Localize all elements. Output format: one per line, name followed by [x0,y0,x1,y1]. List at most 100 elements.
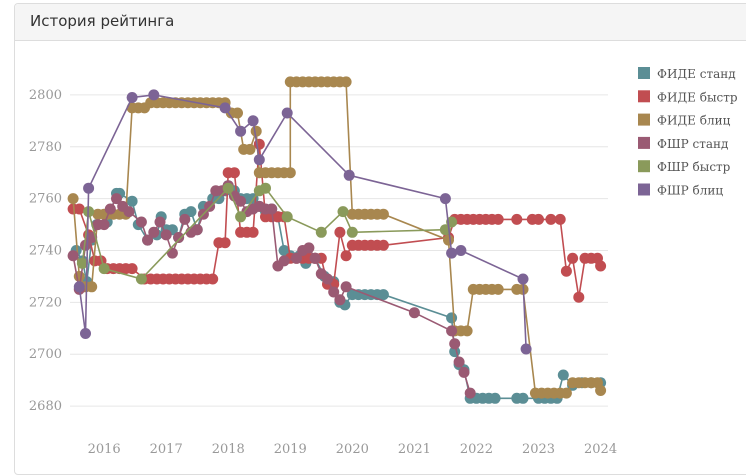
data-point[interactable] [235,125,247,137]
data-point[interactable] [492,283,504,295]
data-point[interactable] [148,226,160,238]
data-point[interactable] [126,92,138,103]
data-point[interactable] [557,369,569,381]
data-point[interactable] [340,281,352,293]
x-tick-label: 2024 [584,442,617,457]
data-point[interactable] [232,107,243,119]
data-point[interactable] [595,260,607,272]
data-point[interactable] [244,143,256,155]
data-point[interactable] [247,115,259,127]
data-point[interactable] [446,247,458,259]
data-point[interactable] [517,392,529,404]
data-point[interactable] [334,226,346,238]
data-point[interactable] [554,213,566,225]
data-point[interactable] [533,213,544,225]
data-point[interactable] [80,239,91,251]
data-point[interactable] [346,226,358,238]
data-point[interactable] [111,193,122,205]
data-point[interactable] [458,366,470,378]
data-point[interactable] [142,234,154,246]
data-point[interactable] [446,312,458,324]
data-point[interactable] [235,195,247,207]
data-point[interactable] [73,281,85,293]
series-5 [76,182,458,285]
data-point[interactable] [98,219,110,231]
data-point[interactable] [343,169,355,181]
data-point[interactable] [148,89,160,101]
data-point[interactable] [73,203,85,215]
data-point[interactable] [545,213,557,225]
data-point[interactable] [173,232,185,243]
y-tick-label: 2740 [29,243,62,258]
data-point[interactable] [126,195,138,207]
data-point[interactable] [250,125,262,137]
data-point[interactable] [179,213,191,225]
data-point[interactable] [154,216,166,228]
data-point[interactable] [446,325,458,337]
data-point[interactable] [517,273,529,285]
data-point[interactable] [126,263,138,275]
data-point[interactable] [464,387,476,399]
data-point[interactable] [281,107,293,119]
data-point[interactable] [489,392,501,404]
data-point[interactable] [166,247,178,259]
data-point[interactable] [377,289,389,301]
data-point[interactable] [520,343,532,355]
legend-swatch [638,90,650,103]
data-point[interactable] [443,234,454,246]
data-point[interactable] [281,211,293,223]
data-point[interactable] [340,76,352,88]
data-point[interactable] [453,356,465,368]
data-point[interactable] [135,273,147,285]
data-point[interactable] [303,242,315,254]
data-point[interactable] [511,213,523,225]
data-point[interactable] [135,216,147,228]
data-point[interactable] [83,182,95,194]
data-point[interactable] [219,237,231,249]
data-point[interactable] [86,281,98,293]
data-point[interactable] [315,226,327,238]
data-point[interactable] [340,250,352,262]
data-point[interactable] [67,193,79,205]
data-point[interactable] [284,167,296,179]
data-point[interactable] [228,167,240,179]
data-point[interactable] [219,102,231,114]
data-point[interactable] [492,213,504,225]
data-point[interactable] [123,206,135,218]
data-point[interactable] [260,182,271,194]
data-point[interactable] [222,182,234,194]
data-point[interactable] [185,206,197,218]
data-point[interactable] [439,193,451,205]
data-point[interactable] [334,294,346,306]
data-point[interactable] [253,154,265,166]
data-point[interactable] [266,203,278,215]
data-point[interactable] [328,286,340,298]
data-point[interactable] [408,307,420,319]
data-point[interactable] [247,226,259,238]
data-point[interactable] [278,255,290,267]
data-point[interactable] [560,265,572,277]
data-point[interactable] [98,263,110,275]
data-point[interactable] [291,252,302,264]
data-point[interactable] [337,206,349,218]
data-point[interactable] [560,387,572,399]
data-point[interactable] [104,203,116,215]
data-point[interactable] [80,328,91,339]
data-point[interactable] [377,239,389,251]
data-point[interactable] [207,273,219,285]
data-point[interactable] [567,252,579,264]
data-point[interactable] [160,229,172,241]
data-point[interactable] [595,385,607,396]
data-point[interactable] [461,325,473,337]
data-point[interactable] [573,291,585,303]
data-point[interactable] [191,224,203,236]
data-point[interactable] [67,250,79,262]
data-point[interactable] [377,208,389,220]
data-point[interactable] [309,252,321,264]
data-point[interactable] [76,257,88,269]
data-point[interactable] [235,211,247,223]
data-point[interactable] [455,245,467,256]
data-point[interactable] [449,338,461,350]
data-point[interactable] [322,273,333,285]
